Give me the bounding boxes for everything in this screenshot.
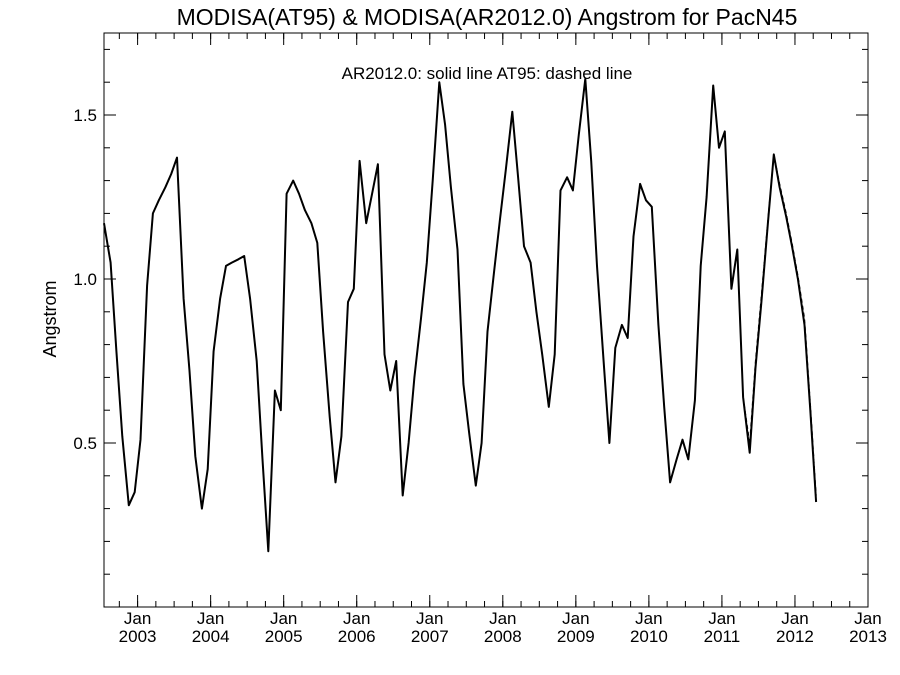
chart-annotation: AR2012.0: solid line AT95: dashed line <box>342 64 633 83</box>
x-tick-month: Jan <box>124 609 151 628</box>
y-tick-label: 1.5 <box>73 106 97 125</box>
x-tick-month: Jan <box>343 609 370 628</box>
x-tick-year: 2013 <box>849 627 887 646</box>
x-tick-month: Jan <box>781 609 808 628</box>
x-tick-month: Jan <box>270 609 297 628</box>
y-tick-label: 1.0 <box>73 270 97 289</box>
x-tick-month: Jan <box>708 609 735 628</box>
plot-frame <box>103 32 869 608</box>
series-at95-dashed-line <box>742 154 817 496</box>
x-tick-month: Jan <box>562 609 589 628</box>
x-tick-month: Jan <box>854 609 881 628</box>
x-tick-month: Jan <box>416 609 443 628</box>
x-tick-month: Jan <box>489 609 516 628</box>
y-tick-label: 0.5 <box>73 434 97 453</box>
x-tick-month: Jan <box>197 609 224 628</box>
x-tick-year: 2005 <box>265 627 303 646</box>
series-ar2012-solid-line <box>103 77 818 553</box>
x-tick-year: 2004 <box>192 627 230 646</box>
x-tick-year: 2012 <box>776 627 814 646</box>
x-tick-year: 2009 <box>557 627 595 646</box>
x-tick-year: 2010 <box>630 627 668 646</box>
chart-title: MODISA(AT95) & MODISA(AR2012.0) Angstrom… <box>177 4 798 30</box>
x-tick-year: 2007 <box>411 627 449 646</box>
x-tick-month: Jan <box>635 609 662 628</box>
axis-ticks <box>104 33 869 607</box>
x-tick-year: 2003 <box>119 627 157 646</box>
x-tick-year: 2008 <box>484 627 522 646</box>
y-axis-label: Angstrom <box>40 280 60 357</box>
x-tick-year: 2006 <box>338 627 376 646</box>
data-series <box>103 77 818 553</box>
axis-tick-labels: 0.51.01.5Jan2003Jan2004Jan2005Jan2006Jan… <box>73 106 887 646</box>
x-tick-year: 2011 <box>704 627 741 646</box>
